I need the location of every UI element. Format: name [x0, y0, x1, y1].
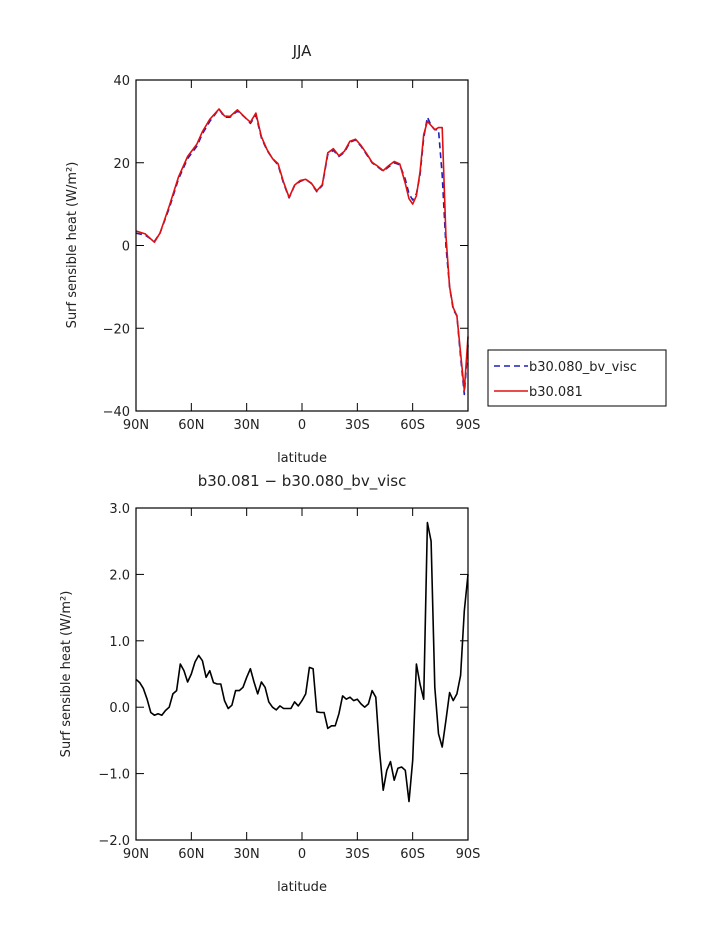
- legend-box: [487, 349, 667, 407]
- bottom-chart-frame: [135, 507, 469, 841]
- y-tick-label: −2.0: [98, 834, 130, 849]
- bottom-chart-series: [135, 521, 469, 803]
- legend-label-b30-081: b30.081: [529, 385, 583, 400]
- legend: b30.080_bv_visc b30.081: [487, 349, 667, 407]
- series-line-difference: [135, 521, 469, 803]
- x-tick-label: 90S: [456, 847, 481, 862]
- y-tick-label: 1.0: [109, 635, 130, 650]
- series-line-b30-081: [135, 108, 469, 392]
- bottom-chart-panel: b30.081 − b30.080_bv_visc latitude Surf …: [59, 472, 480, 895]
- top-chart-axes: 90N 60N 30N 0 30S 60S 90S −40 −20 0 20 40: [103, 74, 481, 433]
- x-tick-label: 0: [298, 847, 306, 862]
- x-tick-label: 30N: [234, 847, 260, 862]
- legend-label-b30-080-bv-visc: b30.080_bv_visc: [529, 360, 637, 375]
- y-tick-label: 0: [122, 240, 130, 255]
- x-tick-label: 0: [298, 418, 306, 433]
- y-tick-label: 20: [113, 157, 130, 172]
- x-tick-label: 90N: [123, 418, 149, 433]
- bottom-chart-axes: 90N 60N 30N 0 30S 60S 90S −2.0 −1.0 0.0 1.0 2.0 3.0: [98, 502, 480, 862]
- x-tick-label: 90N: [123, 847, 149, 862]
- top-chart-y-axis-label: Surf sensible heat (W/m²): [65, 162, 80, 329]
- top-chart-panel: JJA latitude Surf sensible heat (W/m²) 9…: [65, 42, 480, 466]
- y-tick-label: 2.0: [109, 568, 130, 583]
- x-tick-label: 60N: [178, 847, 204, 862]
- y-tick-label: −40: [103, 405, 130, 420]
- y-tick-label: −1.0: [98, 768, 130, 783]
- x-tick-label: 30S: [345, 418, 370, 433]
- x-tick-label: 60S: [400, 847, 425, 862]
- top-chart-x-axis-label: latitude: [277, 451, 327, 466]
- top-chart-frame: [135, 79, 469, 412]
- series-line-b30-080-bv-visc: [135, 108, 469, 396]
- y-tick-label: 0.0: [109, 701, 130, 716]
- bottom-chart-x-axis-label: latitude: [277, 880, 327, 895]
- top-chart-title: JJA: [292, 42, 313, 60]
- y-tick-label: −20: [103, 322, 130, 337]
- bottom-chart-title: b30.081 − b30.080_bv_visc: [198, 472, 407, 491]
- bottom-chart-y-axis-label: Surf sensible heat (W/m²): [59, 591, 74, 758]
- top-chart-series: [135, 108, 469, 396]
- x-tick-label: 90S: [456, 418, 481, 433]
- y-tick-label: 3.0: [109, 502, 130, 517]
- x-tick-label: 30S: [345, 847, 370, 862]
- x-tick-label: 60N: [178, 418, 204, 433]
- x-tick-label: 30N: [234, 418, 260, 433]
- x-tick-label: 60S: [400, 418, 425, 433]
- y-tick-label: 40: [113, 74, 130, 89]
